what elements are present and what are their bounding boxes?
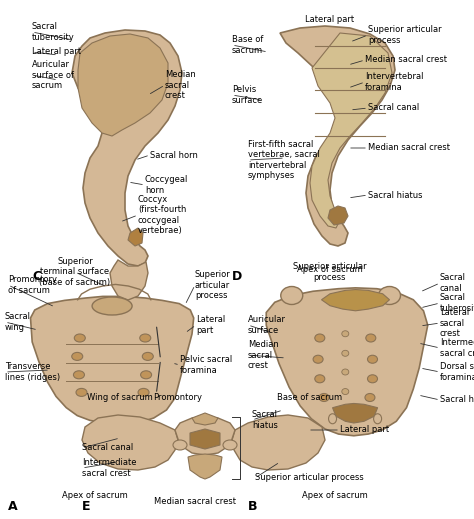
Text: Superior
terminal surface
(base of sacrum): Superior terminal surface (base of sacru… xyxy=(39,257,110,287)
Polygon shape xyxy=(310,33,392,228)
Text: Sacral horn: Sacral horn xyxy=(150,151,198,159)
Ellipse shape xyxy=(366,334,376,342)
Text: Lateral
sacral
crest: Lateral sacral crest xyxy=(440,308,469,338)
Text: Intermediate
sacral crest: Intermediate sacral crest xyxy=(440,338,474,358)
Text: Apex of sacrum: Apex of sacrum xyxy=(302,490,368,499)
Polygon shape xyxy=(280,26,395,246)
Ellipse shape xyxy=(74,334,85,342)
Ellipse shape xyxy=(379,286,401,305)
Polygon shape xyxy=(321,290,390,311)
Ellipse shape xyxy=(72,352,83,360)
Polygon shape xyxy=(72,30,182,266)
Text: Superior articular
process: Superior articular process xyxy=(293,262,367,282)
Text: C: C xyxy=(32,270,41,283)
Text: Coccyx
(first-fourth
coccygeal
vertebrae): Coccyx (first-fourth coccygeal vertebrae… xyxy=(138,195,186,235)
Text: Median
sacral
crest: Median sacral crest xyxy=(165,70,196,100)
Text: First-fifth sacral
vertebrae, sacral
intervertebral
symphyses: First-fifth sacral vertebrae, sacral int… xyxy=(248,140,320,180)
Text: Median sacral crest: Median sacral crest xyxy=(365,56,447,64)
Ellipse shape xyxy=(367,355,377,363)
Text: Intermediate
sacral crest: Intermediate sacral crest xyxy=(82,458,137,477)
Text: Superior
articular
process: Superior articular process xyxy=(195,270,231,300)
Text: Sacral canal: Sacral canal xyxy=(82,444,133,453)
Text: Sacral
hiatus: Sacral hiatus xyxy=(252,411,278,430)
Ellipse shape xyxy=(140,334,151,342)
Text: D: D xyxy=(232,270,242,283)
Ellipse shape xyxy=(342,350,349,357)
Text: Median sacral crest: Median sacral crest xyxy=(368,143,450,153)
Polygon shape xyxy=(110,260,148,300)
Ellipse shape xyxy=(374,414,382,424)
Polygon shape xyxy=(190,429,220,449)
Ellipse shape xyxy=(141,371,152,379)
Text: Promontory: Promontory xyxy=(154,393,202,403)
Text: Lateral part: Lateral part xyxy=(305,16,355,24)
Text: Promontory
of sacrum: Promontory of sacrum xyxy=(8,275,57,295)
Ellipse shape xyxy=(315,334,325,342)
Text: B: B xyxy=(248,500,257,513)
Polygon shape xyxy=(82,415,178,470)
Ellipse shape xyxy=(92,297,132,315)
Text: Pelvic sacral
foramina: Pelvic sacral foramina xyxy=(180,356,232,375)
Ellipse shape xyxy=(223,440,237,450)
Text: Sacral
tuberosity: Sacral tuberosity xyxy=(32,22,75,42)
Polygon shape xyxy=(175,417,235,455)
Text: A: A xyxy=(8,500,18,513)
Text: Superior articular process: Superior articular process xyxy=(255,473,364,483)
Text: Auricular
surface: Auricular surface xyxy=(248,316,286,335)
Text: Lateral
part: Lateral part xyxy=(196,316,225,335)
Text: Sacral
canal: Sacral canal xyxy=(440,274,466,293)
Ellipse shape xyxy=(313,355,323,363)
Text: Median
sacral
crest: Median sacral crest xyxy=(248,340,279,370)
Text: Transverse
lines (ridges): Transverse lines (ridges) xyxy=(5,362,60,381)
Ellipse shape xyxy=(342,369,349,375)
Text: Lateral part: Lateral part xyxy=(32,48,81,57)
Text: Base of sacrum: Base of sacrum xyxy=(277,393,343,403)
Text: Apex of sacrum: Apex of sacrum xyxy=(297,266,363,275)
Ellipse shape xyxy=(76,388,87,397)
Text: Median sacral crest: Median sacral crest xyxy=(154,498,236,507)
Text: Auricular
surface of
sacrum: Auricular surface of sacrum xyxy=(32,60,74,90)
Text: Wing of sacrum: Wing of sacrum xyxy=(87,393,153,403)
Ellipse shape xyxy=(142,352,153,360)
Text: Dorsal sacral
foramina: Dorsal sacral foramina xyxy=(440,362,474,381)
Ellipse shape xyxy=(342,331,349,337)
Text: Intervertebral
foramina: Intervertebral foramina xyxy=(365,72,423,92)
Text: Sacral hiatus: Sacral hiatus xyxy=(368,190,422,199)
Polygon shape xyxy=(192,413,218,425)
Ellipse shape xyxy=(138,388,149,397)
Text: Coccygeal
horn: Coccygeal horn xyxy=(145,175,188,195)
Ellipse shape xyxy=(367,375,377,383)
Polygon shape xyxy=(266,288,428,436)
Polygon shape xyxy=(232,415,325,470)
Polygon shape xyxy=(30,296,194,424)
Text: Sacral horn: Sacral horn xyxy=(440,395,474,404)
Text: Sacral
tuberosity: Sacral tuberosity xyxy=(440,293,474,313)
Text: Apex of sacrum: Apex of sacrum xyxy=(62,490,128,499)
Text: Lateral part: Lateral part xyxy=(340,426,389,434)
Ellipse shape xyxy=(328,414,337,424)
Ellipse shape xyxy=(173,440,187,450)
Ellipse shape xyxy=(73,371,84,379)
Polygon shape xyxy=(128,228,143,246)
Polygon shape xyxy=(333,403,378,423)
Ellipse shape xyxy=(281,286,303,305)
Ellipse shape xyxy=(342,389,349,394)
Text: E: E xyxy=(82,500,91,513)
Polygon shape xyxy=(188,454,222,479)
Ellipse shape xyxy=(319,393,329,402)
Text: Sacral
wing: Sacral wing xyxy=(5,312,31,332)
Polygon shape xyxy=(78,34,168,136)
Polygon shape xyxy=(328,206,348,225)
Text: Pelvis
surface: Pelvis surface xyxy=(232,85,263,105)
Text: Base of
sacrum: Base of sacrum xyxy=(232,35,264,54)
Ellipse shape xyxy=(315,375,325,383)
Text: Superior articular
process: Superior articular process xyxy=(368,25,442,45)
Text: Sacral canal: Sacral canal xyxy=(368,103,419,113)
Ellipse shape xyxy=(365,393,375,402)
